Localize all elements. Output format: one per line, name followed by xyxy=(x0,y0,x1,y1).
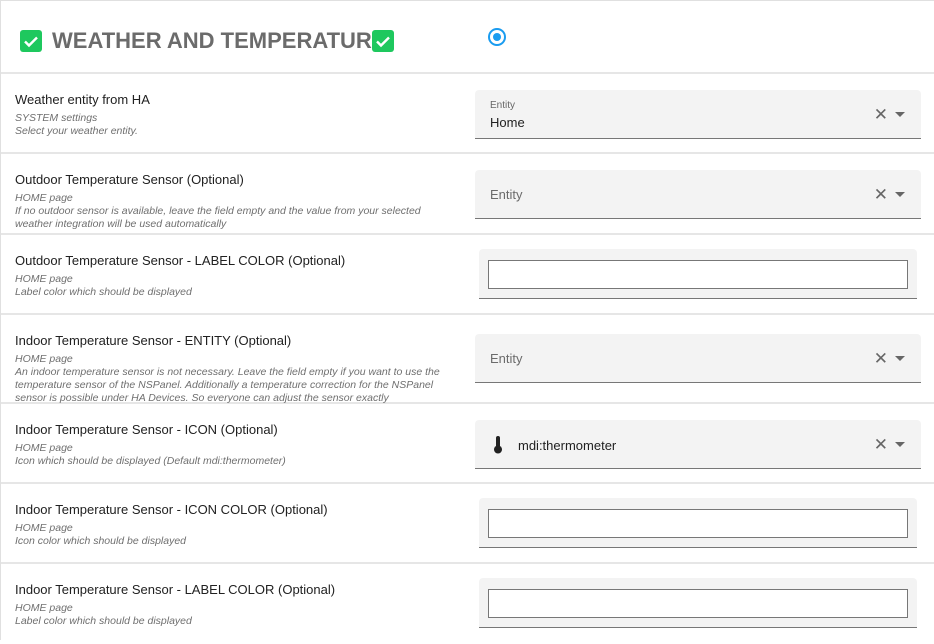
setting-label: Indoor Temperature Sensor - ENTITY (Opti… xyxy=(15,333,292,348)
setting-label: Outdoor Temperature Sensor - LABEL COLOR… xyxy=(15,253,346,268)
weather-entity-picker[interactable]: Entity Home ✕ xyxy=(475,90,921,139)
color-input[interactable] xyxy=(488,509,908,538)
setting-description: HOME page Label color which should be dis… xyxy=(15,602,192,627)
setting-description: HOME page Icon color which should be disp… xyxy=(15,522,187,547)
field-label: Entity xyxy=(490,100,516,111)
dropdown-arrow-icon[interactable] xyxy=(895,356,905,361)
checkbox-icon xyxy=(20,30,42,52)
setting-description: HOME page An indoor temperature sensor is… xyxy=(15,353,440,404)
dropdown-arrow-icon[interactable] xyxy=(895,442,905,447)
setting-description: HOME page If no outdoor sensor is availab… xyxy=(15,192,421,230)
setting-description: HOME page Label color which should be dis… xyxy=(15,273,192,298)
setting-row-indoor-icon: Indoor Temperature Sensor - ICON (Option… xyxy=(1,404,934,484)
field-value: Home xyxy=(490,115,525,130)
thermometer-icon xyxy=(493,436,503,459)
indoor-icon-color-field xyxy=(479,498,917,548)
setting-description: SYSTEM settings Select your weather entit… xyxy=(15,112,138,137)
section-radio[interactable] xyxy=(488,28,506,46)
setting-label: Weather entity from HA xyxy=(15,92,150,107)
color-input[interactable] xyxy=(488,260,908,289)
outdoor-label-color-field xyxy=(479,249,917,299)
dropdown-arrow-icon[interactable] xyxy=(895,192,905,197)
clear-icon[interactable]: ✕ xyxy=(873,435,888,454)
section-title: WEATHER AND TEMPERATURE xyxy=(52,28,387,53)
field-placeholder: Entity xyxy=(490,351,523,366)
clear-icon[interactable]: ✕ xyxy=(873,105,888,124)
setting-row-weather-entity: Weather entity from HA SYSTEM settings Se… xyxy=(1,74,934,154)
section-header: WEATHER AND TEMPERATURE xyxy=(1,1,934,74)
checkbox-icon xyxy=(372,30,394,52)
indoor-label-color-field xyxy=(479,578,917,628)
setting-row-indoor-label-color: Indoor Temperature Sensor - LABEL COLOR … xyxy=(1,564,934,644)
setting-label: Indoor Temperature Sensor - LABEL COLOR … xyxy=(15,582,336,597)
setting-description: HOME page Icon which should be displayed … xyxy=(15,442,286,467)
setting-row-indoor-entity: Indoor Temperature Sensor - ENTITY (Opti… xyxy=(1,315,934,404)
color-input[interactable] xyxy=(488,589,908,618)
setting-row-outdoor-label-color: Outdoor Temperature Sensor - LABEL COLOR… xyxy=(1,235,934,315)
dropdown-arrow-icon[interactable] xyxy=(895,112,905,117)
setting-label: Indoor Temperature Sensor - ICON (Option… xyxy=(15,422,278,437)
field-placeholder: Entity xyxy=(490,187,523,202)
setting-row-indoor-icon-color: Indoor Temperature Sensor - ICON COLOR (… xyxy=(1,484,934,564)
clear-icon[interactable]: ✕ xyxy=(873,349,888,368)
indoor-icon-picker[interactable]: mdi:thermometer ✕ xyxy=(475,420,921,469)
setting-row-outdoor-sensor: Outdoor Temperature Sensor (Optional) HO… xyxy=(1,154,934,235)
outdoor-sensor-picker[interactable]: Entity ✕ xyxy=(475,170,921,219)
setting-label: Outdoor Temperature Sensor (Optional) xyxy=(15,172,244,187)
field-value: mdi:thermometer xyxy=(518,438,617,453)
indoor-sensor-picker[interactable]: Entity ✕ xyxy=(475,334,921,383)
clear-icon[interactable]: ✕ xyxy=(873,185,888,204)
setting-label: Indoor Temperature Sensor - ICON COLOR (… xyxy=(15,502,328,517)
